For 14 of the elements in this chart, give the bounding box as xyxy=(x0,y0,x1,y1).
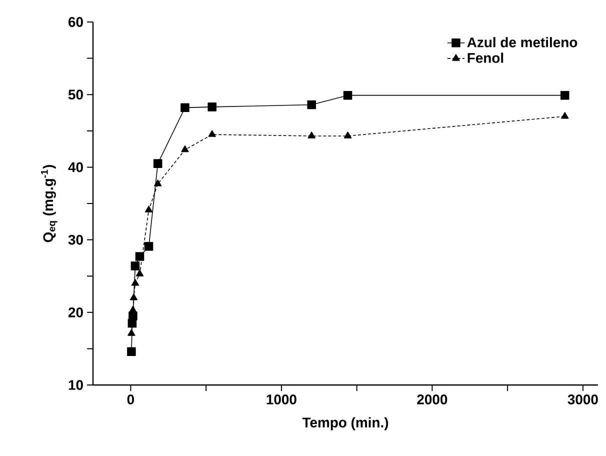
legend-label: Azul de metileno xyxy=(467,37,578,48)
x-tick-label: 3000 xyxy=(568,394,598,404)
y-tick-label: 40 xyxy=(68,162,83,172)
y-tick-label: 10 xyxy=(68,380,83,390)
y-tick-label: 20 xyxy=(68,307,83,318)
y-tick-label: 30 xyxy=(68,234,83,245)
y-axis-title: Q$_{eq}$ (mg.g$^{-1}$) xyxy=(41,164,58,242)
x-tick-label: 2000 xyxy=(417,394,448,404)
y-tick-label: 50 xyxy=(68,90,83,100)
x-tick-label: 1000 xyxy=(266,394,296,404)
x-axis-title: Tempo (min.) xyxy=(302,417,388,430)
y-tick-label: 60 xyxy=(68,17,83,27)
legend-label: Fenol xyxy=(468,52,504,63)
x-tick-label: 0 xyxy=(127,394,134,404)
